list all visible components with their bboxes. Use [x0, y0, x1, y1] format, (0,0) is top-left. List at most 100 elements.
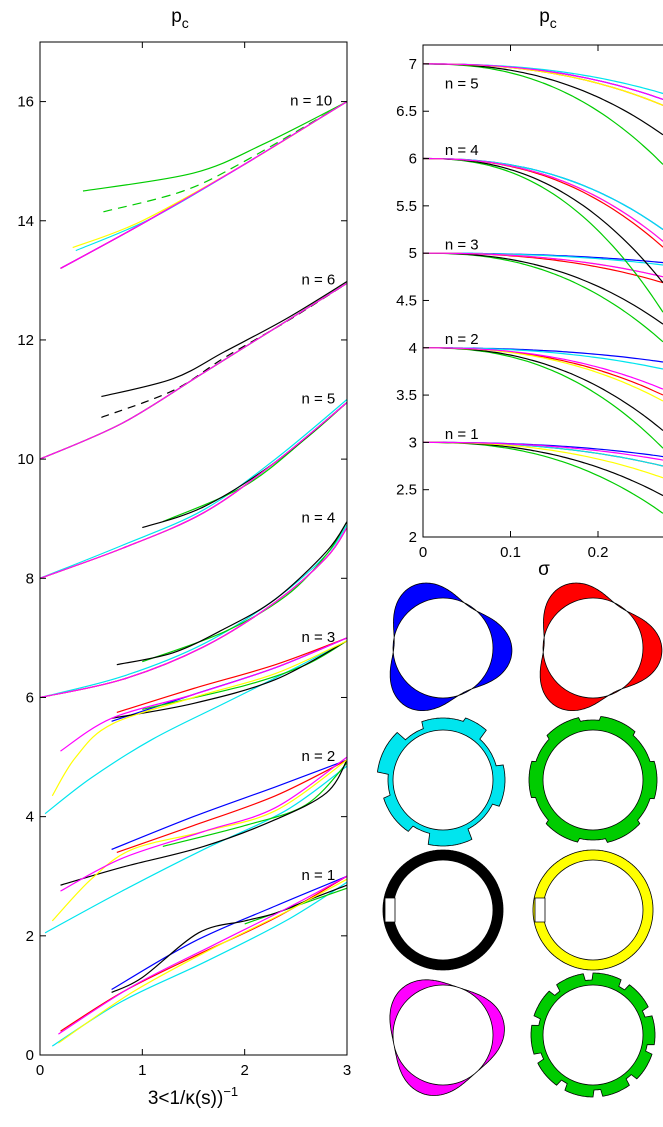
- shape-3-body: [528, 716, 658, 843]
- left-ytick-label-5: 10: [17, 451, 34, 468]
- right-ytick-label-9: 6.5: [396, 103, 417, 120]
- shape-5-body: [532, 849, 654, 971]
- left-series-line-g0-s3: [244, 887, 348, 925]
- left-xtick-label-2: 2: [240, 1062, 248, 1079]
- right-ytick-label-10: 7: [409, 56, 417, 73]
- shape-5: [532, 849, 654, 971]
- right-xtick-label-0: 0: [419, 544, 427, 561]
- right-chart-ticks: 0 0.1 0.2 2 2.5 3 3.5 4 4.5 5 5.5 6 6.5 7: [396, 45, 608, 561]
- left-series-line-g6-s1: [60, 101, 348, 269]
- left-series-line-g1-s0: [111, 759, 348, 850]
- left-ytick-label-6: 12: [17, 332, 34, 349]
- right-chart-title: pc: [539, 6, 557, 31]
- shape-4-notch: [384, 897, 396, 923]
- right-chart-title-sub: c: [550, 15, 557, 31]
- right-series-label-3: n = 4: [445, 142, 479, 159]
- right-series-line-g1-s4: [423, 347, 663, 431]
- right-series-line-g0-s4: [423, 441, 663, 497]
- right-series-line-g1-s0: [423, 347, 663, 363]
- left-series-line-g0-s2: [51, 881, 348, 1047]
- left-series-line-g3-s0: [39, 527, 348, 699]
- left-series-line-g4-s1: [39, 402, 348, 579]
- right-series-label-2: n = 3: [445, 237, 479, 254]
- left-series-line-g6-s6: [60, 101, 348, 269]
- left-series-line-g6-s2: [75, 101, 348, 252]
- left-series-label-3: n = 4: [301, 510, 335, 527]
- left-chart-lines: [39, 101, 348, 1047]
- left-xtick-label-0: 0: [36, 1062, 44, 1079]
- left-ytick-label-7: 14: [17, 213, 34, 230]
- right-series-label-1: n = 2: [445, 331, 479, 348]
- left-series-line-g1-s2: [44, 765, 348, 934]
- right-ytick-label-5: 4.5: [396, 292, 417, 309]
- left-series-line-g3-s6: [39, 527, 348, 699]
- left-series-line-g2-s6: [60, 637, 348, 752]
- right-series-line-g3-s5: [422, 157, 663, 242]
- left-series-line-g5-s7: [39, 282, 348, 460]
- right-series-line-g2-s6: [423, 252, 663, 278]
- left-series-line-g1-s5: [51, 759, 348, 922]
- right-ytick-label-0: 2: [409, 529, 417, 546]
- left-ytick-label-2: 4: [26, 809, 34, 826]
- right-ytick-label-2: 3: [409, 434, 417, 451]
- shape-0: [389, 582, 513, 711]
- right-xtick-label-2: 0.2: [588, 544, 609, 561]
- left-xtick-label-3: 3: [343, 1062, 351, 1079]
- shape-1-body: [539, 582, 663, 711]
- left-ytick-label-1: 2: [26, 928, 34, 945]
- left-series-line-g0-s0: [111, 875, 348, 991]
- right-chart: pc 0 0.1 0.222.533.544.555.566.57 n = 1n =…: [396, 6, 663, 580]
- right-series-line-g3-s4: [422, 157, 663, 283]
- left-series-line-g3-s2: [39, 524, 348, 699]
- left-series-line-g0-s4: [111, 884, 348, 993]
- left-series-line-g2-s2: [44, 640, 348, 815]
- left-series-label-5: n = 6: [301, 271, 335, 288]
- right-ytick-label-7: 5.5: [396, 198, 417, 215]
- left-series-line-g4-s2: [39, 399, 348, 579]
- shape-4: [382, 849, 504, 971]
- left-series-label-1: n = 2: [301, 748, 335, 765]
- left-series-line-g6-s4: [103, 101, 348, 213]
- right-xtick-label-1: 0.1: [500, 544, 521, 561]
- shape-7: [530, 972, 656, 1098]
- left-chart-xlabel-sup: −1: [223, 1084, 238, 1099]
- left-ytick-label-4: 8: [26, 570, 34, 587]
- left-series-line-g1-s1: [116, 759, 348, 853]
- left-chart-series-labels: n = 1 n = 2 n = 3 n = 4 n = 5 n = 6 n = 10: [290, 93, 335, 885]
- left-series-line-g4-s0: [39, 402, 348, 579]
- left-ytick-label-0: 0: [26, 1047, 34, 1064]
- left-series-line-g2-s5: [51, 640, 348, 797]
- shape-6: [389, 979, 505, 1096]
- shape-0-body: [389, 582, 513, 711]
- right-series-line-g1-s1: [423, 347, 663, 396]
- left-ytick-label-3: 6: [26, 689, 34, 706]
- left-series-line-g4-s3: [162, 402, 348, 523]
- shape-1: [539, 582, 663, 711]
- left-series-line-g1-s3: [162, 762, 348, 847]
- shape-gallery: [377, 582, 663, 1098]
- left-xtick-label-1: 1: [138, 1062, 146, 1079]
- left-series-line-g5-s4: [101, 280, 348, 398]
- left-chart-title-sub: c: [182, 15, 189, 31]
- left-chart-frame: [39, 41, 348, 1056]
- left-series-line-g4-s5: [39, 402, 348, 579]
- left-series-label-2: n = 3: [301, 629, 335, 646]
- shape-7-body: [530, 972, 656, 1098]
- shape-3: [528, 716, 658, 843]
- left-series-label-4: n = 5: [301, 391, 335, 408]
- right-ytick-label-6: 5: [409, 245, 417, 262]
- right-series-line-g0-s6: [423, 441, 663, 461]
- right-series-line-g4-s6: [423, 63, 663, 100]
- left-series-line-g6-s0: [60, 101, 348, 269]
- left-series-line-g4-s6: [39, 402, 348, 579]
- left-series-line-g0-s6: [58, 875, 348, 1035]
- left-series-line-g2-s1: [116, 637, 348, 713]
- left-series-line-g1-s4: [60, 759, 348, 886]
- left-series-line-g1-s6: [60, 756, 348, 892]
- left-series-line-g6-s3: [82, 101, 348, 192]
- right-series-label-4: n = 5: [445, 76, 479, 93]
- right-chart-frame: [422, 44, 663, 538]
